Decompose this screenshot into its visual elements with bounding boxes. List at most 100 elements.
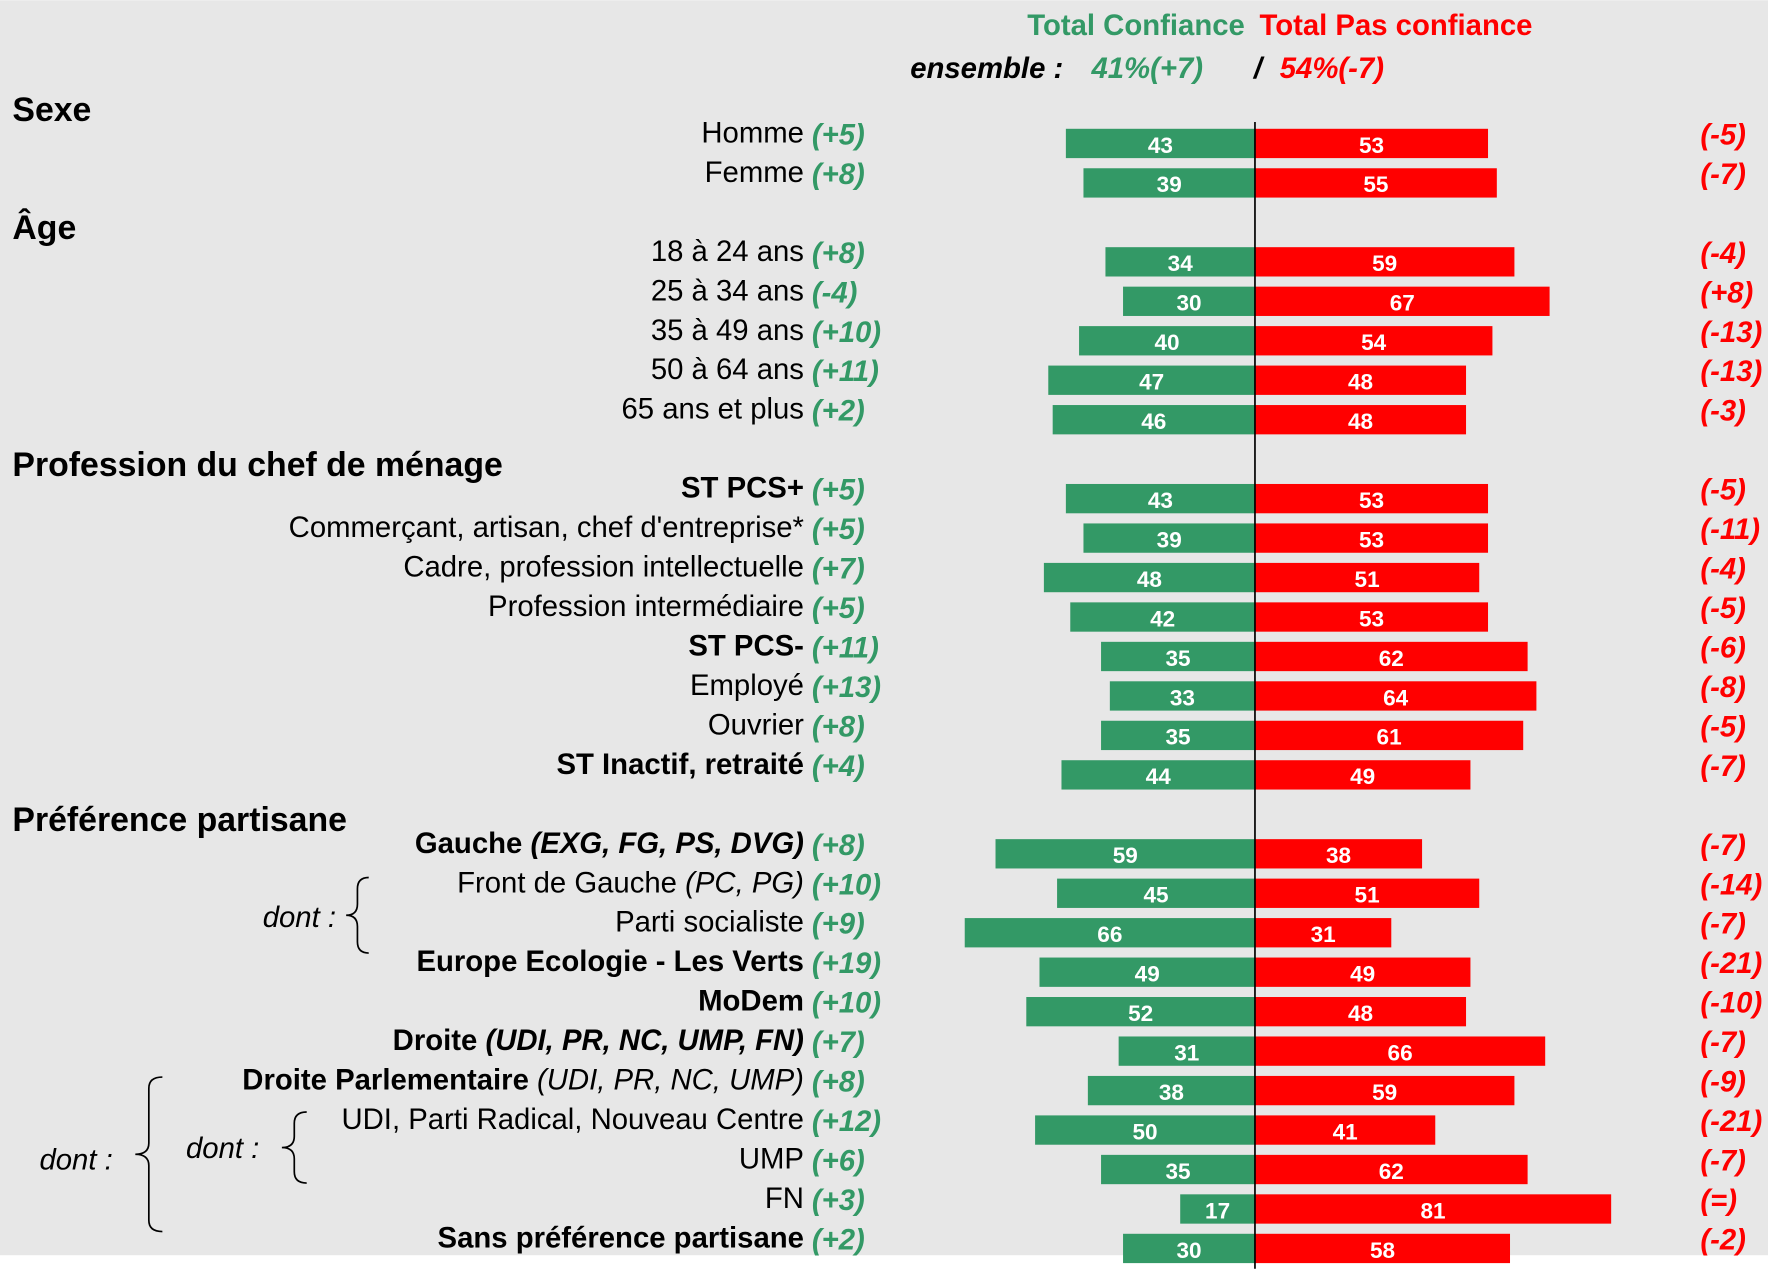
value-label: 64 — [1383, 685, 1409, 710]
category-label: UDI, Parti Radical, Nouveau Centre — [341, 1103, 803, 1136]
category-label: 65 ans et plus — [622, 392, 804, 425]
category-label: Europe Ecologie - Les Verts — [416, 945, 803, 978]
category-label: 50 à 64 ans — [651, 353, 804, 386]
value-label: 53 — [1359, 488, 1384, 513]
category-label: Employé — [690, 669, 804, 702]
bar — [1254, 760, 1471, 790]
category-label-part: 50 à 64 ans — [651, 353, 804, 386]
change-label: (-5) — [1700, 710, 1746, 743]
category-label: MoDem — [698, 984, 804, 1017]
bar — [1101, 1154, 1255, 1185]
category-label-part: Employé — [690, 669, 804, 702]
bar — [1254, 681, 1537, 711]
bar — [1254, 286, 1550, 316]
category-label: ST PCS+ — [681, 471, 804, 504]
change-label: (+10) — [812, 868, 881, 901]
bar — [1123, 286, 1255, 316]
value-label: 59 — [1113, 843, 1138, 868]
value-label: 39 — [1157, 172, 1182, 197]
category-label-part: UDI, Parti Radical, Nouveau Centre — [341, 1103, 803, 1136]
category-label-part: ST PCS+ — [681, 471, 804, 504]
category-label-part: ST Inactif, retraité — [556, 748, 803, 781]
change-label: (-7) — [1700, 1026, 1746, 1059]
change-label: (+8) — [812, 829, 865, 862]
group-title: Profession du chef de ménage — [12, 446, 502, 484]
value-label: 30 — [1176, 291, 1201, 316]
value-label: 38 — [1326, 843, 1351, 868]
change-label: (-7) — [1700, 1145, 1746, 1178]
bar — [1070, 602, 1255, 632]
category-label-part: (EXG, FG, PS, DVG) — [530, 827, 803, 860]
category-label: Droite (UDI, PR, NC, UMP, FN) — [393, 1024, 804, 1057]
bar — [1087, 1075, 1255, 1106]
change-label: (-21) — [1700, 947, 1762, 980]
category-label-part: Femme — [705, 156, 804, 189]
annotation: dont : — [186, 1132, 259, 1165]
category-label: Homme — [701, 116, 804, 149]
category-label-part: (UDI, PR, NC, UMP, FN) — [485, 1024, 803, 1057]
change-label: (+7) — [812, 1026, 865, 1059]
value-label: 30 — [1176, 1238, 1201, 1263]
category-label-part: Sans préférence partisane — [438, 1221, 804, 1254]
change-label: (-7) — [1700, 829, 1746, 862]
value-label: 44 — [1146, 764, 1172, 789]
change-label: (-13) — [1700, 355, 1762, 388]
category-label-part: Gauche — [415, 827, 531, 860]
category-label: 35 à 49 ans — [651, 314, 804, 347]
category-label-part: Parti socialiste — [615, 905, 804, 938]
category-label: Droite Parlementaire (UDI, PR, NC, UMP) — [242, 1063, 804, 1096]
value-label: 47 — [1139, 370, 1164, 395]
bar — [1254, 997, 1467, 1027]
change-label: (+7) — [812, 553, 865, 586]
bar — [1254, 1115, 1436, 1145]
change-label: (=) — [1700, 1184, 1737, 1217]
bar — [1043, 562, 1255, 593]
value-label: 43 — [1148, 133, 1173, 158]
category-label: Commerçant, artisan, chef d'entreprise* — [289, 511, 804, 544]
value-label: 41 — [1333, 1119, 1358, 1144]
category-label-part: FN — [765, 1182, 804, 1215]
category-label-part: Europe Ecologie - Les Verts — [416, 945, 803, 978]
change-label: (+8) — [812, 710, 865, 743]
change-label: (+8) — [1700, 276, 1753, 309]
value-label: 62 — [1379, 646, 1404, 671]
bar — [1254, 1154, 1528, 1185]
bar — [1254, 1036, 1546, 1066]
bar — [1254, 1075, 1515, 1106]
category-label-part: Front de Gauche — [457, 866, 685, 899]
change-label: (-7) — [1700, 750, 1746, 783]
category-label: Cadre, profession intellectuelle — [403, 550, 804, 583]
value-label: 66 — [1097, 922, 1122, 947]
legend-entry: Total Pas confiance — [1259, 9, 1532, 42]
value-label: 43 — [1148, 488, 1173, 513]
value-label: 48 — [1137, 567, 1162, 592]
bar — [1254, 483, 1489, 514]
bar — [1123, 1233, 1255, 1264]
value-label: 35 — [1165, 725, 1190, 750]
bar — [1254, 878, 1480, 908]
annotation: dont : — [263, 901, 336, 934]
value-label: 66 — [1388, 1040, 1413, 1065]
value-label: 40 — [1154, 330, 1179, 355]
category-label: Parti socialiste — [615, 905, 804, 938]
change-label: (-11) — [1700, 513, 1760, 546]
value-label: 53 — [1359, 133, 1384, 158]
value-label: 49 — [1135, 962, 1160, 987]
category-label: Sans préférence partisane — [438, 1221, 804, 1254]
bar — [1254, 602, 1489, 632]
bar — [1254, 918, 1392, 948]
group-title: Préférence partisane — [12, 801, 347, 839]
change-label: (-5) — [1700, 474, 1746, 507]
bar — [1254, 128, 1489, 159]
overall-value: 54%(-7) — [1280, 52, 1384, 85]
bar — [1101, 641, 1255, 672]
value-label: 48 — [1348, 370, 1373, 395]
change-label: (-13) — [1700, 316, 1762, 349]
value-label: 49 — [1350, 962, 1375, 987]
value-label: 35 — [1165, 646, 1190, 671]
category-label-part: Cadre, profession intellectuelle — [403, 550, 804, 583]
overall-label: ensemble : — [910, 52, 1063, 85]
change-label: (+10) — [812, 987, 881, 1020]
value-label: 50 — [1132, 1119, 1157, 1144]
value-label: 53 — [1359, 606, 1384, 631]
